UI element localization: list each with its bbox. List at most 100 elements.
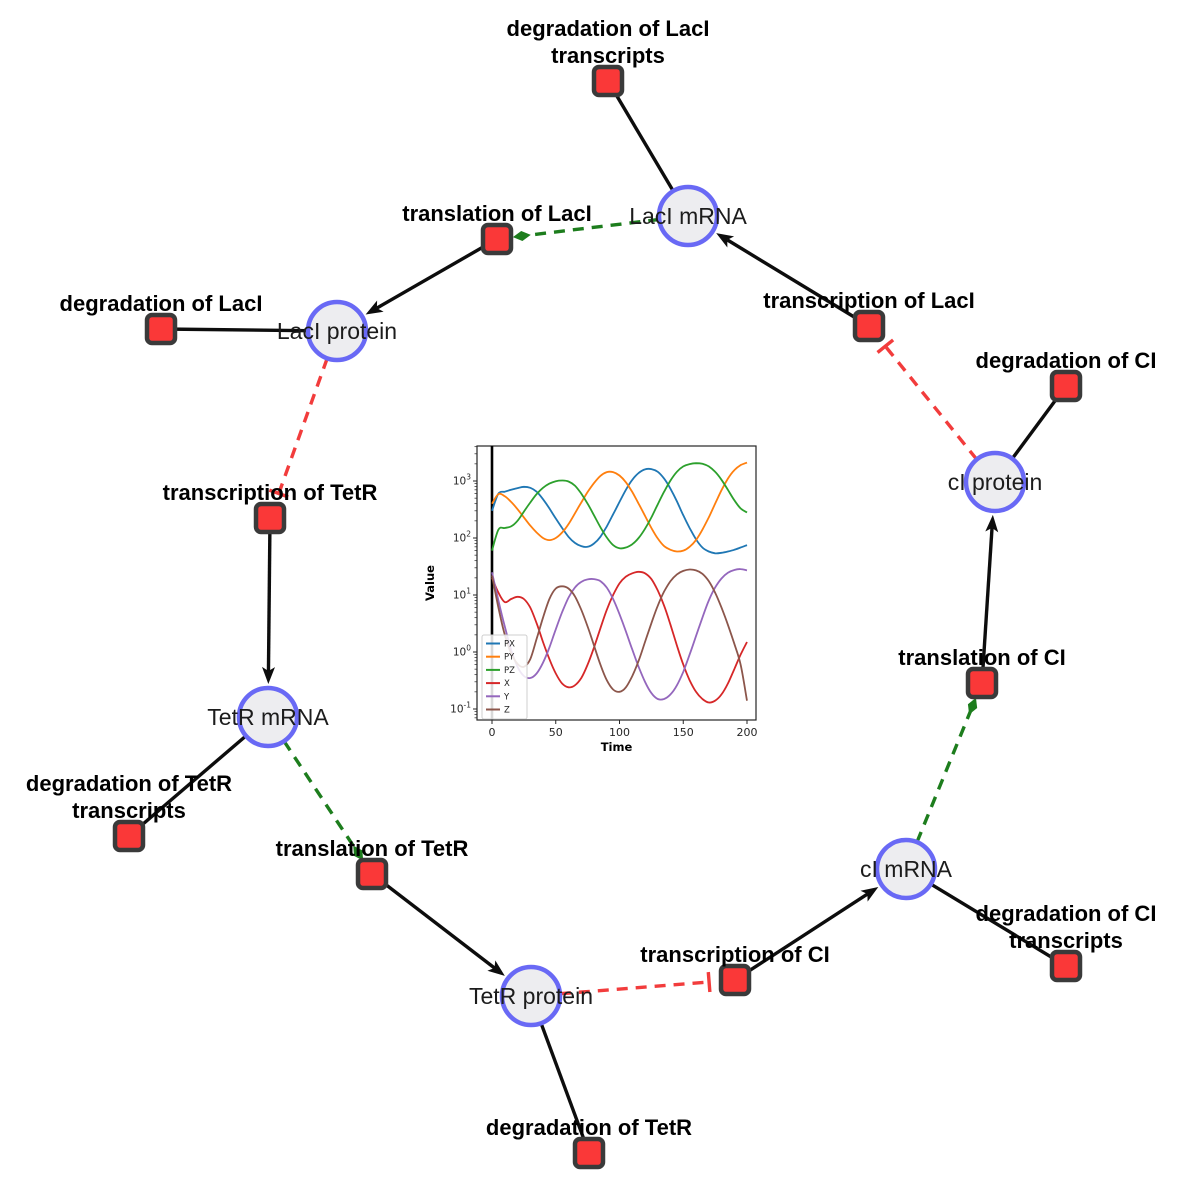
legend-entry-Y: Y	[503, 692, 510, 702]
edge-transcription-laci-to-laci-mrna	[716, 233, 870, 328]
edge-transcription-ci-to-ci-mrna	[734, 886, 879, 982]
x-tick-label: 150	[673, 726, 694, 739]
reaction-node-deg-laci[interactable]	[144, 312, 178, 346]
edge-transcription-tetr-to-tetr-mrna	[262, 517, 276, 685]
species-label-ci-protein: cI protein	[948, 469, 1043, 495]
inhibition-tbar-icon	[876, 338, 895, 354]
x-tick-label: 100	[609, 726, 630, 739]
edge-ci-mrna-to-deg-ci-transcripts	[929, 882, 1067, 968]
x-tick-label: 0	[489, 726, 496, 739]
reaction-label-deg-laci-transcripts-line1: degradation of LacI	[507, 16, 710, 41]
edge-translation-tetr-to-tetr-protein	[370, 872, 505, 976]
arrowhead-icon	[985, 514, 999, 533]
x-tick-label: 50	[549, 726, 563, 739]
edge-laci-mrna-to-translation-laci	[512, 217, 660, 241]
chart-legend: PX PY PZ XYZ	[481, 634, 528, 720]
species-label-ci-mrna: cI mRNA	[860, 856, 953, 882]
arrowhead-icon	[262, 666, 276, 685]
edge-ci-mrna-to-translation-ci	[915, 697, 978, 843]
reaction-label-deg-ci-transcripts-line2: transcripts	[1009, 928, 1123, 953]
species-node-tetr-mrna[interactable]	[236, 685, 300, 749]
reaction-label-transcription-ci: transcription of CI	[640, 942, 829, 967]
inhibition-tbar-icon	[268, 488, 289, 499]
species-node-laci-protein[interactable]	[305, 299, 369, 363]
reaction-label-translation-ci: translation of CI	[898, 645, 1065, 670]
reaction-node-deg-ci[interactable]	[1049, 369, 1083, 403]
series-line-PZ	[491, 462, 748, 551]
reaction-label-deg-tetr-transcripts-line1: degradation of TetR	[26, 771, 232, 796]
edge-tetr-mrna-to-deg-tetr-transcripts	[127, 734, 248, 838]
reaction-node-translation-tetr[interactable]	[355, 857, 389, 891]
reaction-label-transcription-tetr: transcription of TetR	[163, 480, 378, 505]
edge-ci-protein-to-transcription-laci	[876, 338, 979, 461]
y-tick-label: 100	[453, 644, 471, 659]
edge-tetr-protein-to-deg-tetr	[539, 1022, 591, 1154]
reaction-node-transcription-tetr[interactable]	[253, 501, 287, 535]
species-node-laci-mrna[interactable]	[656, 184, 720, 248]
edge-translation-laci-to-laci-protein	[365, 237, 498, 315]
arrowhead-icon	[365, 300, 384, 315]
x-tick-label: 200	[737, 726, 758, 739]
legend-entry-PX: PX	[504, 640, 515, 650]
x-axis-title: Time	[601, 740, 633, 754]
species-label-laci-mrna: LacI mRNA	[629, 203, 747, 229]
reaction-node-deg-tetr-transcripts[interactable]	[112, 819, 146, 853]
arrowhead-icon	[716, 233, 735, 248]
reaction-label-translation-laci: translation of LacI	[402, 201, 591, 226]
series-line-PX	[491, 467, 748, 555]
legend-entry-PZ: PZ	[504, 666, 515, 676]
reaction-label-deg-laci: degradation of LacI	[60, 291, 263, 316]
reaction-node-translation-laci[interactable]	[480, 222, 514, 256]
reaction-label-deg-laci-transcripts-line2: transcripts	[551, 43, 665, 68]
edge-translation-ci-to-ci-protein	[980, 514, 999, 684]
species-node-ci-mrna[interactable]	[874, 837, 938, 901]
reaction-label-deg-ci: degradation of CI	[976, 348, 1157, 373]
inhibition-tbar-icon	[706, 971, 712, 993]
catalysis-arrowhead-icon	[967, 697, 978, 715]
labels-layer: degradation of LacItranscriptstranslatio…	[26, 16, 1157, 1140]
reaction-label-transcription-laci: transcription of LacI	[763, 288, 974, 313]
reaction-node-transcription-ci[interactable]	[718, 963, 752, 997]
species-node-ci-protein[interactable]	[963, 450, 1027, 514]
y-tick-label: 102	[453, 530, 471, 545]
edge-laci-mrna-to-deg-laci-transcripts	[606, 80, 675, 192]
species-label-tetr-mrna: TetR mRNA	[207, 704, 329, 730]
reaction-node-deg-ci-transcripts[interactable]	[1049, 949, 1083, 983]
reaction-label-deg-ci-transcripts-line1: degradation of CI	[976, 901, 1157, 926]
y-tick-label: 10-1	[450, 701, 471, 716]
reaction-label-deg-tetr-transcripts-line2: transcripts	[72, 798, 186, 823]
plot-frame	[476, 445, 757, 721]
edge-tetr-protein-to-transcription-ci	[559, 971, 712, 996]
catalysis-arrowhead-icon	[512, 231, 531, 241]
reaction-label-deg-tetr: degradation of TetR	[486, 1115, 692, 1140]
edge-tetr-mrna-to-translation-tetr	[282, 740, 364, 861]
edges-layer	[127, 80, 1068, 1154]
catalysis-arrowhead-icon	[353, 845, 364, 861]
species-label-laci-protein: LacI protein	[277, 318, 397, 344]
species-label-tetr-protein: TetR protein	[469, 983, 593, 1009]
legend-entry-Z: Z	[504, 706, 510, 716]
arrowhead-icon	[860, 886, 879, 902]
y-tick-label: 101	[453, 587, 471, 602]
edge-laci-protein-to-deg-laci	[160, 327, 309, 333]
edge-laci-protein-to-transcription-tetr	[268, 357, 329, 499]
reaction-node-deg-tetr[interactable]	[572, 1136, 606, 1170]
arrowhead-icon	[487, 960, 505, 976]
nodes-layer	[112, 64, 1083, 1170]
legend-entry-PY: PY	[504, 653, 515, 663]
legend-entry-X: X	[504, 679, 510, 689]
species-node-tetr-protein[interactable]	[499, 964, 563, 1028]
series-line-X	[491, 570, 748, 704]
reaction-node-translation-ci[interactable]	[965, 666, 999, 700]
series-line-Y	[491, 568, 748, 701]
reaction-node-transcription-laci[interactable]	[852, 309, 886, 343]
reaction-node-deg-laci-transcripts[interactable]	[591, 64, 625, 98]
y-axis-title: Value	[424, 565, 437, 601]
series-line-PY	[491, 461, 748, 553]
reaction-label-translation-tetr: translation of TetR	[276, 836, 469, 861]
y-tick-label: 103	[453, 473, 471, 488]
series-line-Z	[491, 568, 748, 701]
